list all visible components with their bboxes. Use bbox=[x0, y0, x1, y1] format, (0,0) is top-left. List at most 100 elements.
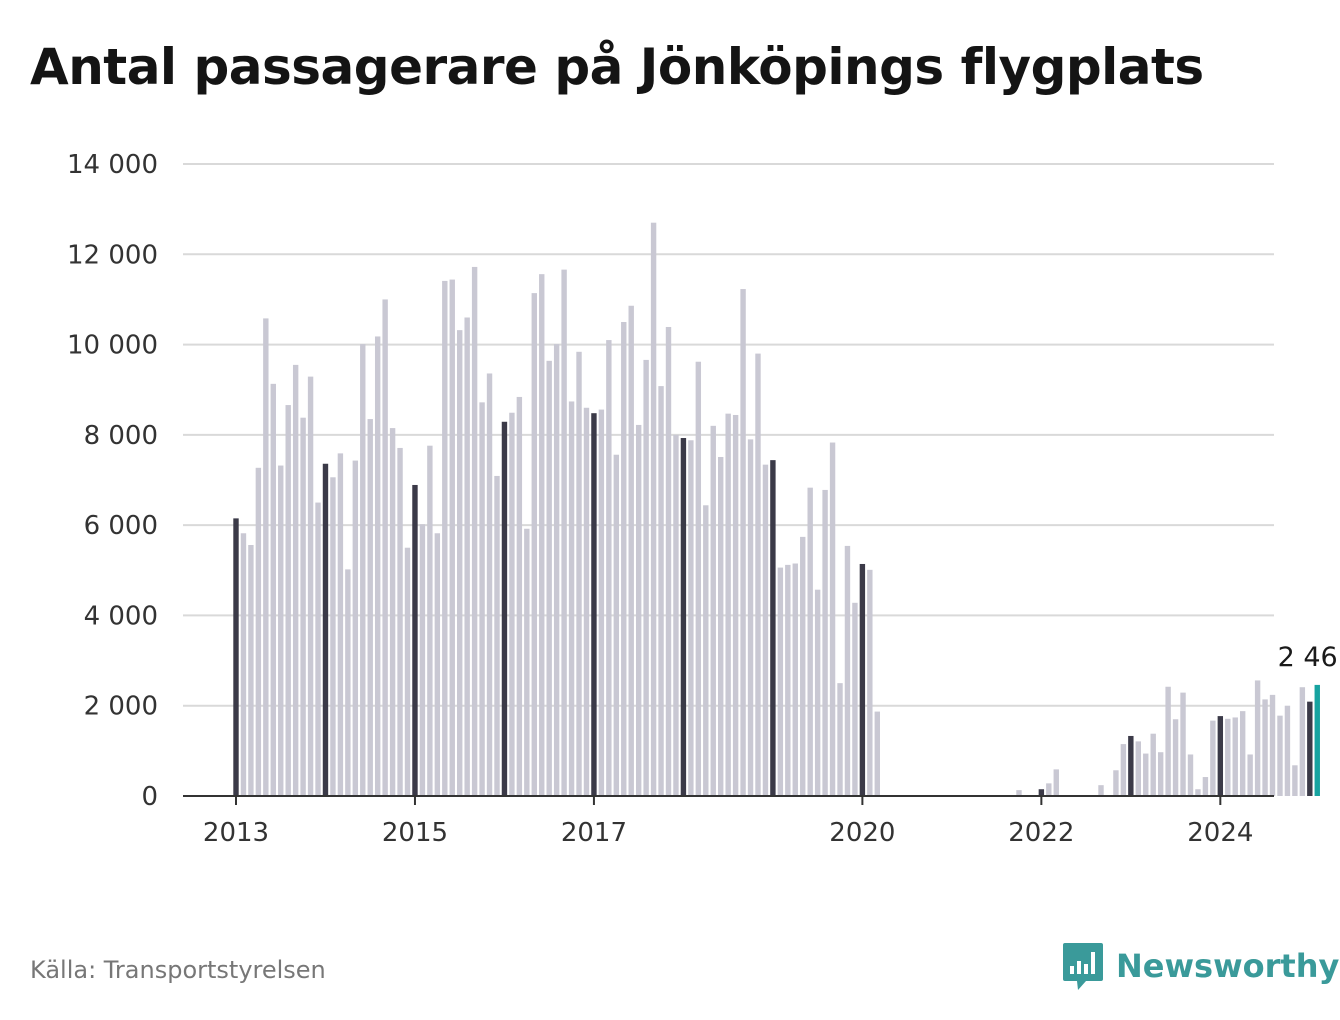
x-tick-label: 2020 bbox=[829, 818, 895, 848]
y-tick-label: 6 000 bbox=[84, 511, 158, 541]
bar bbox=[278, 465, 284, 796]
bar bbox=[471, 266, 478, 796]
bar bbox=[777, 567, 784, 796]
bar bbox=[1225, 718, 1231, 796]
bar bbox=[1172, 719, 1179, 796]
source-note: Källa: Transportstyrelsen bbox=[30, 956, 326, 984]
bar bbox=[792, 563, 798, 796]
bar bbox=[427, 445, 433, 796]
bar bbox=[1135, 741, 1141, 796]
bar bbox=[307, 376, 314, 796]
bar bbox=[1150, 733, 1156, 796]
bar bbox=[643, 359, 649, 796]
bar bbox=[412, 484, 418, 796]
bar bbox=[367, 419, 373, 796]
bar bbox=[1187, 754, 1194, 796]
bar bbox=[434, 533, 441, 796]
last-value-label: 2 461 bbox=[1278, 642, 1340, 673]
bar bbox=[576, 351, 582, 796]
bar bbox=[621, 322, 627, 796]
bar bbox=[509, 412, 515, 796]
bar bbox=[248, 545, 254, 796]
bar bbox=[494, 475, 500, 796]
bar bbox=[501, 421, 508, 796]
bar bbox=[606, 340, 612, 796]
bar bbox=[464, 317, 470, 796]
brand-logo: Newsworthy bbox=[1062, 940, 1339, 992]
bar bbox=[658, 386, 664, 796]
bar bbox=[1195, 789, 1201, 796]
bar bbox=[240, 533, 247, 796]
bar bbox=[315, 502, 321, 796]
bar bbox=[1046, 783, 1052, 796]
bar bbox=[516, 396, 523, 796]
bar bbox=[1202, 777, 1209, 796]
bar bbox=[1254, 680, 1261, 796]
bar bbox=[814, 589, 821, 796]
bar bbox=[270, 383, 276, 796]
bar bbox=[695, 361, 702, 796]
chart-title: Antal passagerare på Jönköpings flygplat… bbox=[30, 38, 1204, 96]
bar bbox=[1165, 686, 1171, 796]
bar bbox=[397, 447, 403, 796]
bar bbox=[531, 293, 537, 796]
bar bbox=[442, 280, 448, 796]
x-tick-label: 2022 bbox=[1008, 818, 1074, 848]
bar bbox=[1098, 785, 1104, 796]
y-axis-labels: 0 2 000 4 000 6 000 8 000 10 000 12 000 14 000 bbox=[67, 150, 158, 812]
bar bbox=[732, 414, 739, 796]
bar bbox=[1120, 744, 1127, 796]
bar bbox=[591, 413, 597, 796]
bar bbox=[1269, 694, 1276, 796]
bar bbox=[844, 545, 851, 796]
bar bbox=[1299, 687, 1306, 796]
bar bbox=[300, 417, 306, 796]
y-tick-label: 0 bbox=[141, 782, 158, 812]
bar bbox=[360, 344, 366, 796]
bar bbox=[1038, 789, 1045, 796]
bar bbox=[568, 401, 575, 796]
bar bbox=[404, 547, 411, 796]
bar bbox=[762, 464, 769, 796]
bar bbox=[852, 602, 858, 796]
y-tick-label: 10 000 bbox=[67, 331, 158, 361]
bar bbox=[539, 274, 545, 796]
y-tick-label: 12 000 bbox=[67, 240, 158, 270]
bar bbox=[1239, 711, 1246, 796]
bar bbox=[233, 518, 239, 796]
bar bbox=[785, 564, 791, 796]
bar bbox=[337, 453, 344, 796]
bar bbox=[710, 425, 716, 796]
bar bbox=[546, 360, 552, 796]
bar bbox=[1277, 715, 1283, 796]
bar bbox=[874, 711, 880, 796]
x-tick-label: 2024 bbox=[1187, 818, 1253, 848]
bar bbox=[703, 505, 709, 796]
bar bbox=[1307, 701, 1313, 796]
bar bbox=[263, 318, 269, 796]
bar bbox=[553, 344, 560, 796]
x-tick-label: 2015 bbox=[382, 818, 448, 848]
x-tick-label: 2017 bbox=[561, 818, 627, 848]
bar bbox=[1053, 769, 1059, 796]
bar bbox=[859, 563, 866, 796]
bar bbox=[561, 269, 567, 796]
bar bbox=[613, 454, 620, 796]
bar bbox=[800, 536, 806, 796]
bar bbox=[449, 279, 455, 796]
bar bbox=[479, 402, 485, 796]
bar bbox=[829, 442, 836, 796]
bar bbox=[1247, 754, 1253, 796]
bar bbox=[1113, 770, 1119, 796]
y-tick-label: 8 000 bbox=[84, 421, 158, 451]
bar bbox=[1232, 717, 1238, 796]
bar bbox=[628, 305, 634, 796]
bar bbox=[419, 524, 426, 796]
bar bbox=[598, 409, 605, 796]
bar bbox=[285, 405, 291, 796]
bar bbox=[807, 487, 813, 796]
y-tick-label: 14 000 bbox=[67, 150, 158, 180]
bar bbox=[374, 336, 381, 796]
bar bbox=[725, 413, 731, 796]
